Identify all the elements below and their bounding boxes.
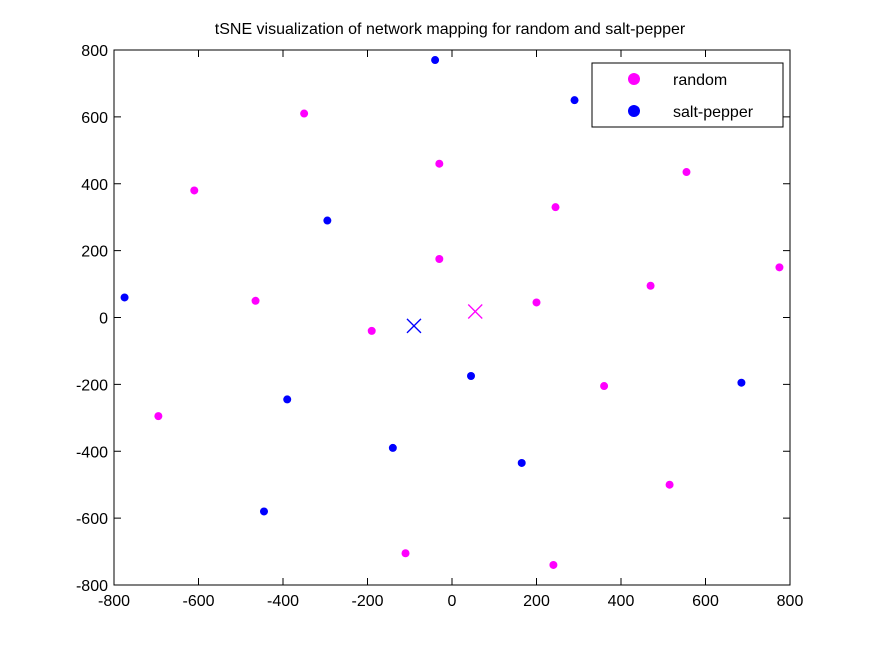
- legend-box: [591, 62, 784, 128]
- centroid-marker-salt-pepper: [406, 318, 422, 334]
- x-tick-label: 0: [448, 593, 457, 610]
- point-salt-pepper: [431, 56, 440, 65]
- point-random: [549, 560, 558, 569]
- legend-marker-random: [628, 73, 640, 85]
- point-salt-pepper: [570, 96, 579, 105]
- legend-label-random: random: [673, 72, 727, 89]
- y-axis: -800 -600 -400 -200 0 200 400 600 800: [76, 43, 790, 595]
- y-tick-label: 800: [81, 43, 108, 60]
- x-tick-label: -200: [351, 593, 383, 610]
- y-tick-label: -200: [76, 377, 108, 394]
- x-tick-label: -800: [98, 593, 130, 610]
- point-salt-pepper: [737, 378, 746, 387]
- point-random: [665, 480, 674, 489]
- x-axis: -800 -600 -400 -200 0 200 400 600 800: [98, 50, 803, 610]
- point-random: [190, 186, 199, 195]
- point-random: [367, 326, 376, 335]
- y-tick-label: -800: [76, 578, 108, 595]
- point-salt-pepper: [323, 216, 332, 225]
- y-tick-label: 200: [81, 244, 108, 261]
- y-tick-label: -400: [76, 444, 108, 461]
- y-tick-label: 600: [81, 110, 108, 127]
- point-salt-pepper: [283, 395, 292, 404]
- point-random: [251, 296, 260, 305]
- point-salt-pepper: [517, 458, 526, 467]
- x-tick-label: 200: [523, 593, 550, 610]
- point-salt-pepper: [259, 507, 268, 516]
- x-tick-label: 400: [608, 593, 635, 610]
- point-random: [682, 168, 691, 177]
- point-random: [300, 109, 309, 118]
- series-layer: [120, 56, 784, 569]
- centroid-layer: [406, 304, 483, 334]
- y-tick-label: -600: [76, 511, 108, 528]
- chart-title: tSNE visualization of network mapping fo…: [215, 21, 686, 38]
- x-tick-label: 800: [777, 593, 804, 610]
- legend: random salt-pepper: [591, 62, 784, 128]
- point-random: [532, 298, 541, 307]
- point-random: [401, 549, 410, 558]
- plot-area: [113, 49, 791, 586]
- x-tick-label: -600: [182, 593, 214, 610]
- point-random: [646, 281, 655, 290]
- point-random: [600, 382, 609, 391]
- point-random: [435, 159, 444, 168]
- point-random: [154, 412, 163, 421]
- point-random: [775, 263, 784, 272]
- y-tick-label: 0: [99, 311, 108, 328]
- y-tick-label: 400: [81, 177, 108, 194]
- point-random: [435, 254, 444, 263]
- point-salt-pepper: [120, 293, 129, 302]
- point-salt-pepper: [388, 443, 397, 452]
- legend-label-salt-pepper: salt-pepper: [673, 104, 754, 121]
- point-salt-pepper: [467, 372, 476, 381]
- x-tick-label: 600: [692, 593, 719, 610]
- point-random: [551, 203, 560, 212]
- legend-marker-salt-pepper: [628, 105, 640, 117]
- x-tick-label: -400: [267, 593, 299, 610]
- centroid-marker-random: [467, 304, 483, 319]
